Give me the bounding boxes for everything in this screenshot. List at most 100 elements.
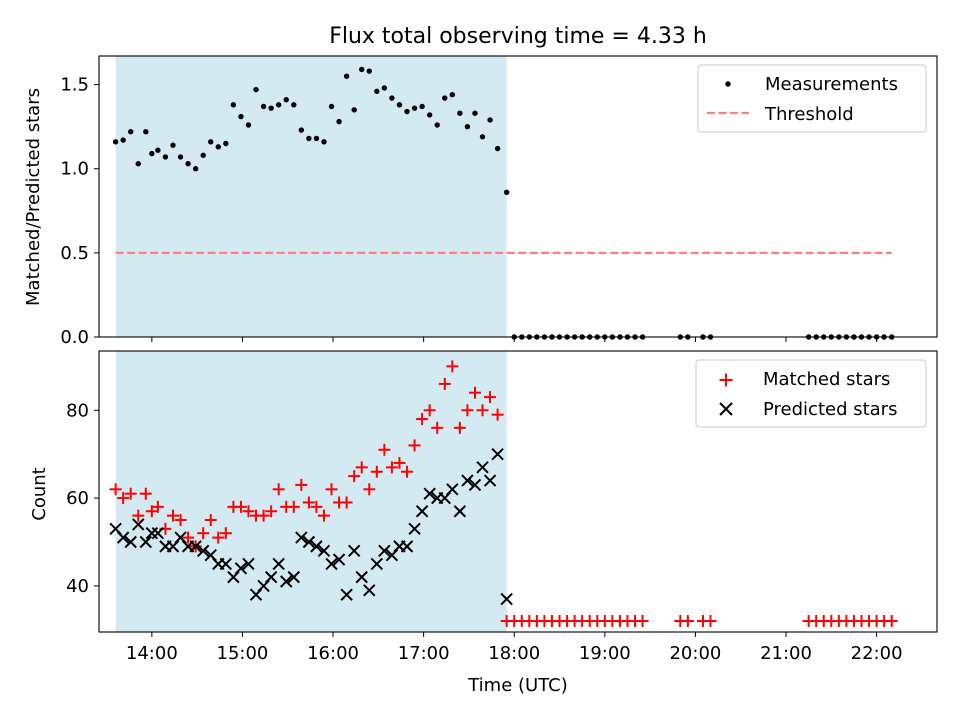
matched-stars-point <box>468 386 481 399</box>
predicted-stars-point <box>264 570 278 584</box>
measurements-point <box>479 134 486 140</box>
predicted-stars-point <box>295 531 308 544</box>
shaded-interval <box>115 56 507 337</box>
measurements-point <box>155 147 161 153</box>
predicted-stars-point <box>400 540 414 553</box>
matched-stars-point <box>139 487 152 500</box>
y-tick-label: 0.0 <box>60 327 89 348</box>
matched-stars-point <box>174 514 187 527</box>
bottom-legend-box <box>695 359 927 428</box>
matched-stars-point <box>484 391 497 404</box>
predicted-stars-point <box>325 557 338 571</box>
x-tick-label: 17:00 <box>398 643 450 664</box>
predicted-stars-point <box>196 544 210 557</box>
predicted-stars-point <box>287 570 300 584</box>
measurements-point <box>434 122 440 128</box>
bottom-legend: Matched stars Predicted stars <box>695 359 927 428</box>
matched-stars-point <box>242 505 255 518</box>
top-y-axis-label: Matched/Predicted stars <box>23 88 44 306</box>
legend-predicted-label: Predicted stars <box>763 399 897 420</box>
predicted-stars-point <box>461 474 474 487</box>
matched-stars-point <box>885 615 898 628</box>
measurements-point <box>419 103 425 110</box>
matched-stars-point <box>491 408 504 421</box>
measurements-point <box>177 154 184 160</box>
measurements-point <box>112 139 119 145</box>
x-tick-label: 15:00 <box>217 643 269 664</box>
y-tick-label: 40 <box>66 576 89 597</box>
predicted-stars-point <box>355 570 368 584</box>
matched-stars-point <box>117 492 130 505</box>
predicted-stars-point <box>468 478 482 492</box>
legend-matched-marker <box>719 373 733 387</box>
y-tick-label: 80 <box>66 400 89 421</box>
measurements-point <box>411 105 418 111</box>
predicted-stars-point <box>491 447 504 461</box>
matched-stars-point <box>204 514 217 527</box>
x-tick-label: 14:00 <box>126 643 178 664</box>
bottom-axes-frame <box>98 350 938 633</box>
x-tick-label: 19:00 <box>579 643 631 664</box>
measurements-point <box>128 129 134 135</box>
measurements-point <box>313 135 320 142</box>
matched-stars-point <box>212 531 225 544</box>
legend-threshold-label: Threshold <box>764 104 854 125</box>
measurements-point <box>404 108 410 115</box>
matched-stars-point <box>378 443 391 456</box>
y-tick-label: 1.5 <box>60 75 89 96</box>
matched-stars-point <box>385 461 398 474</box>
matched-stars-point <box>124 487 137 500</box>
measurements-point <box>253 86 259 93</box>
measurements-point <box>215 144 221 150</box>
predicted-stars-point <box>272 557 285 571</box>
matched-stars-point <box>704 615 717 628</box>
matched-stars-point <box>234 500 247 513</box>
measurements-point <box>396 102 403 108</box>
measurements-point <box>298 127 305 133</box>
top-legend: Measurements Threshold <box>697 64 927 133</box>
measurements-point <box>472 110 478 116</box>
matched-stars-point <box>310 500 323 513</box>
legend-predicted-marker <box>719 402 733 416</box>
predicted-stars-point <box>116 531 130 544</box>
measurements-point <box>149 150 155 157</box>
x-tick-label: 18:00 <box>488 643 540 664</box>
measurements-point <box>328 103 335 110</box>
predicted-stars-point <box>370 557 384 571</box>
matched-stars-point <box>265 505 278 518</box>
matched-stars-point <box>438 377 451 390</box>
measurements-point <box>120 137 126 143</box>
matched-stars-point <box>636 615 649 628</box>
shaded-interval <box>115 351 507 632</box>
y-tick-label: 1.0 <box>60 159 89 180</box>
matched-stars-point <box>453 421 466 434</box>
predicted-stars-point <box>124 535 137 549</box>
x-tick-label: 22:00 <box>851 643 903 664</box>
measurements-point <box>351 107 357 113</box>
bottom-x-tick-labels: 14:00 15:00 16:00 17:00 18:00 19:00 20:00 21:00… <box>126 643 903 664</box>
matched-stars-point <box>166 509 179 522</box>
measurements-point <box>185 160 191 167</box>
matched-stars-point <box>317 509 330 522</box>
predicted-stars-point <box>347 544 361 557</box>
measurements-point <box>449 92 456 98</box>
measurements-point <box>283 97 289 103</box>
predicted-stars-point <box>234 562 248 575</box>
predicted-stars-point <box>423 487 436 500</box>
measurements-point <box>464 123 471 130</box>
measurements-point <box>457 110 463 116</box>
measurements-point <box>494 145 501 152</box>
matched-stars-point <box>272 483 285 496</box>
matched-stars-point <box>219 527 232 540</box>
matched-stars-point <box>461 404 474 417</box>
measurements-point <box>321 139 327 145</box>
predicted-stars-point <box>242 557 255 571</box>
top-y-tick-labels: 0.0 0.5 1.0 1.5 <box>60 75 89 348</box>
measurements-point <box>442 95 448 101</box>
measurements-point <box>291 102 297 108</box>
measurements-point <box>208 139 214 145</box>
predicted-stars-point <box>476 461 489 474</box>
predicted-stars-point <box>378 544 391 557</box>
matched-stars-point <box>355 461 368 474</box>
x-tick-label: 16:00 <box>307 643 359 664</box>
